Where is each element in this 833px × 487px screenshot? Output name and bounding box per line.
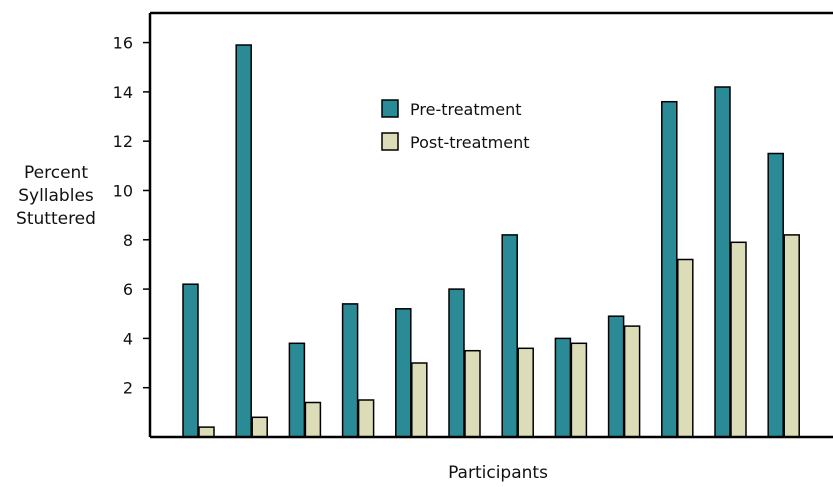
legend-swatch-pre-treatment [381, 99, 399, 118]
bar-post-treatment-4 [357, 399, 375, 438]
y-axis-title-line-2: Syllables [18, 186, 94, 206]
bar-pre-treatment-8 [554, 337, 572, 438]
bar-pre-treatment-10 [661, 100, 678, 438]
legend-swatch-post-treatment [381, 132, 399, 151]
bar-pre-treatment-7 [501, 234, 518, 438]
y-tick-label-8: 8 [123, 231, 133, 250]
bar-pre-treatment-12 [767, 152, 784, 438]
bar-post-treatment-7 [517, 347, 534, 438]
bar-pre-treatment-5 [395, 308, 412, 438]
bar-post-treatment-8 [570, 342, 588, 438]
bar-post-treatment-2 [251, 416, 268, 438]
bar-post-treatment-11 [730, 241, 747, 438]
y-tick-label-2: 2 [123, 379, 133, 398]
bar-post-treatment-5 [411, 362, 428, 438]
bar-post-treatment-9 [623, 325, 641, 438]
bar-pre-treatment-3 [288, 342, 306, 438]
bar-pre-treatment-1 [182, 283, 199, 438]
x-axis-title: Participants [448, 463, 548, 483]
y-axis-title-line-3: Stuttered [16, 209, 96, 229]
bar-pre-treatment-6 [448, 288, 465, 438]
y-tick-label-14: 14 [113, 83, 133, 102]
bar-post-treatment-1 [198, 426, 215, 438]
bar-pre-treatment-9 [607, 315, 625, 438]
y-tick-label-12: 12 [113, 132, 133, 151]
y-tick-label-10: 10 [113, 181, 133, 200]
legend-label-post-treatment: Post-treatment [410, 133, 530, 152]
bar-post-treatment-10 [677, 258, 694, 438]
y-tick-label-4: 4 [123, 329, 133, 348]
y-axis-title-line-1: Percent [24, 163, 88, 183]
bar-pre-treatment-2 [235, 44, 252, 438]
bar-pre-treatment-11 [714, 86, 731, 438]
bar-post-treatment-6 [464, 349, 481, 438]
y-tick-label-6: 6 [123, 280, 133, 299]
bar-pre-treatment-4 [341, 303, 359, 438]
legend-label-pre-treatment: Pre-treatment [410, 100, 521, 119]
bar-post-treatment-12 [783, 234, 800, 438]
bar-post-treatment-3 [304, 401, 322, 438]
y-tick-label-16: 16 [113, 34, 133, 53]
y-axis-tick-labels: 2 4 6 8 10 12 14 16 [113, 34, 133, 398]
legend: Pre-treatment Post-treatment [381, 99, 530, 152]
